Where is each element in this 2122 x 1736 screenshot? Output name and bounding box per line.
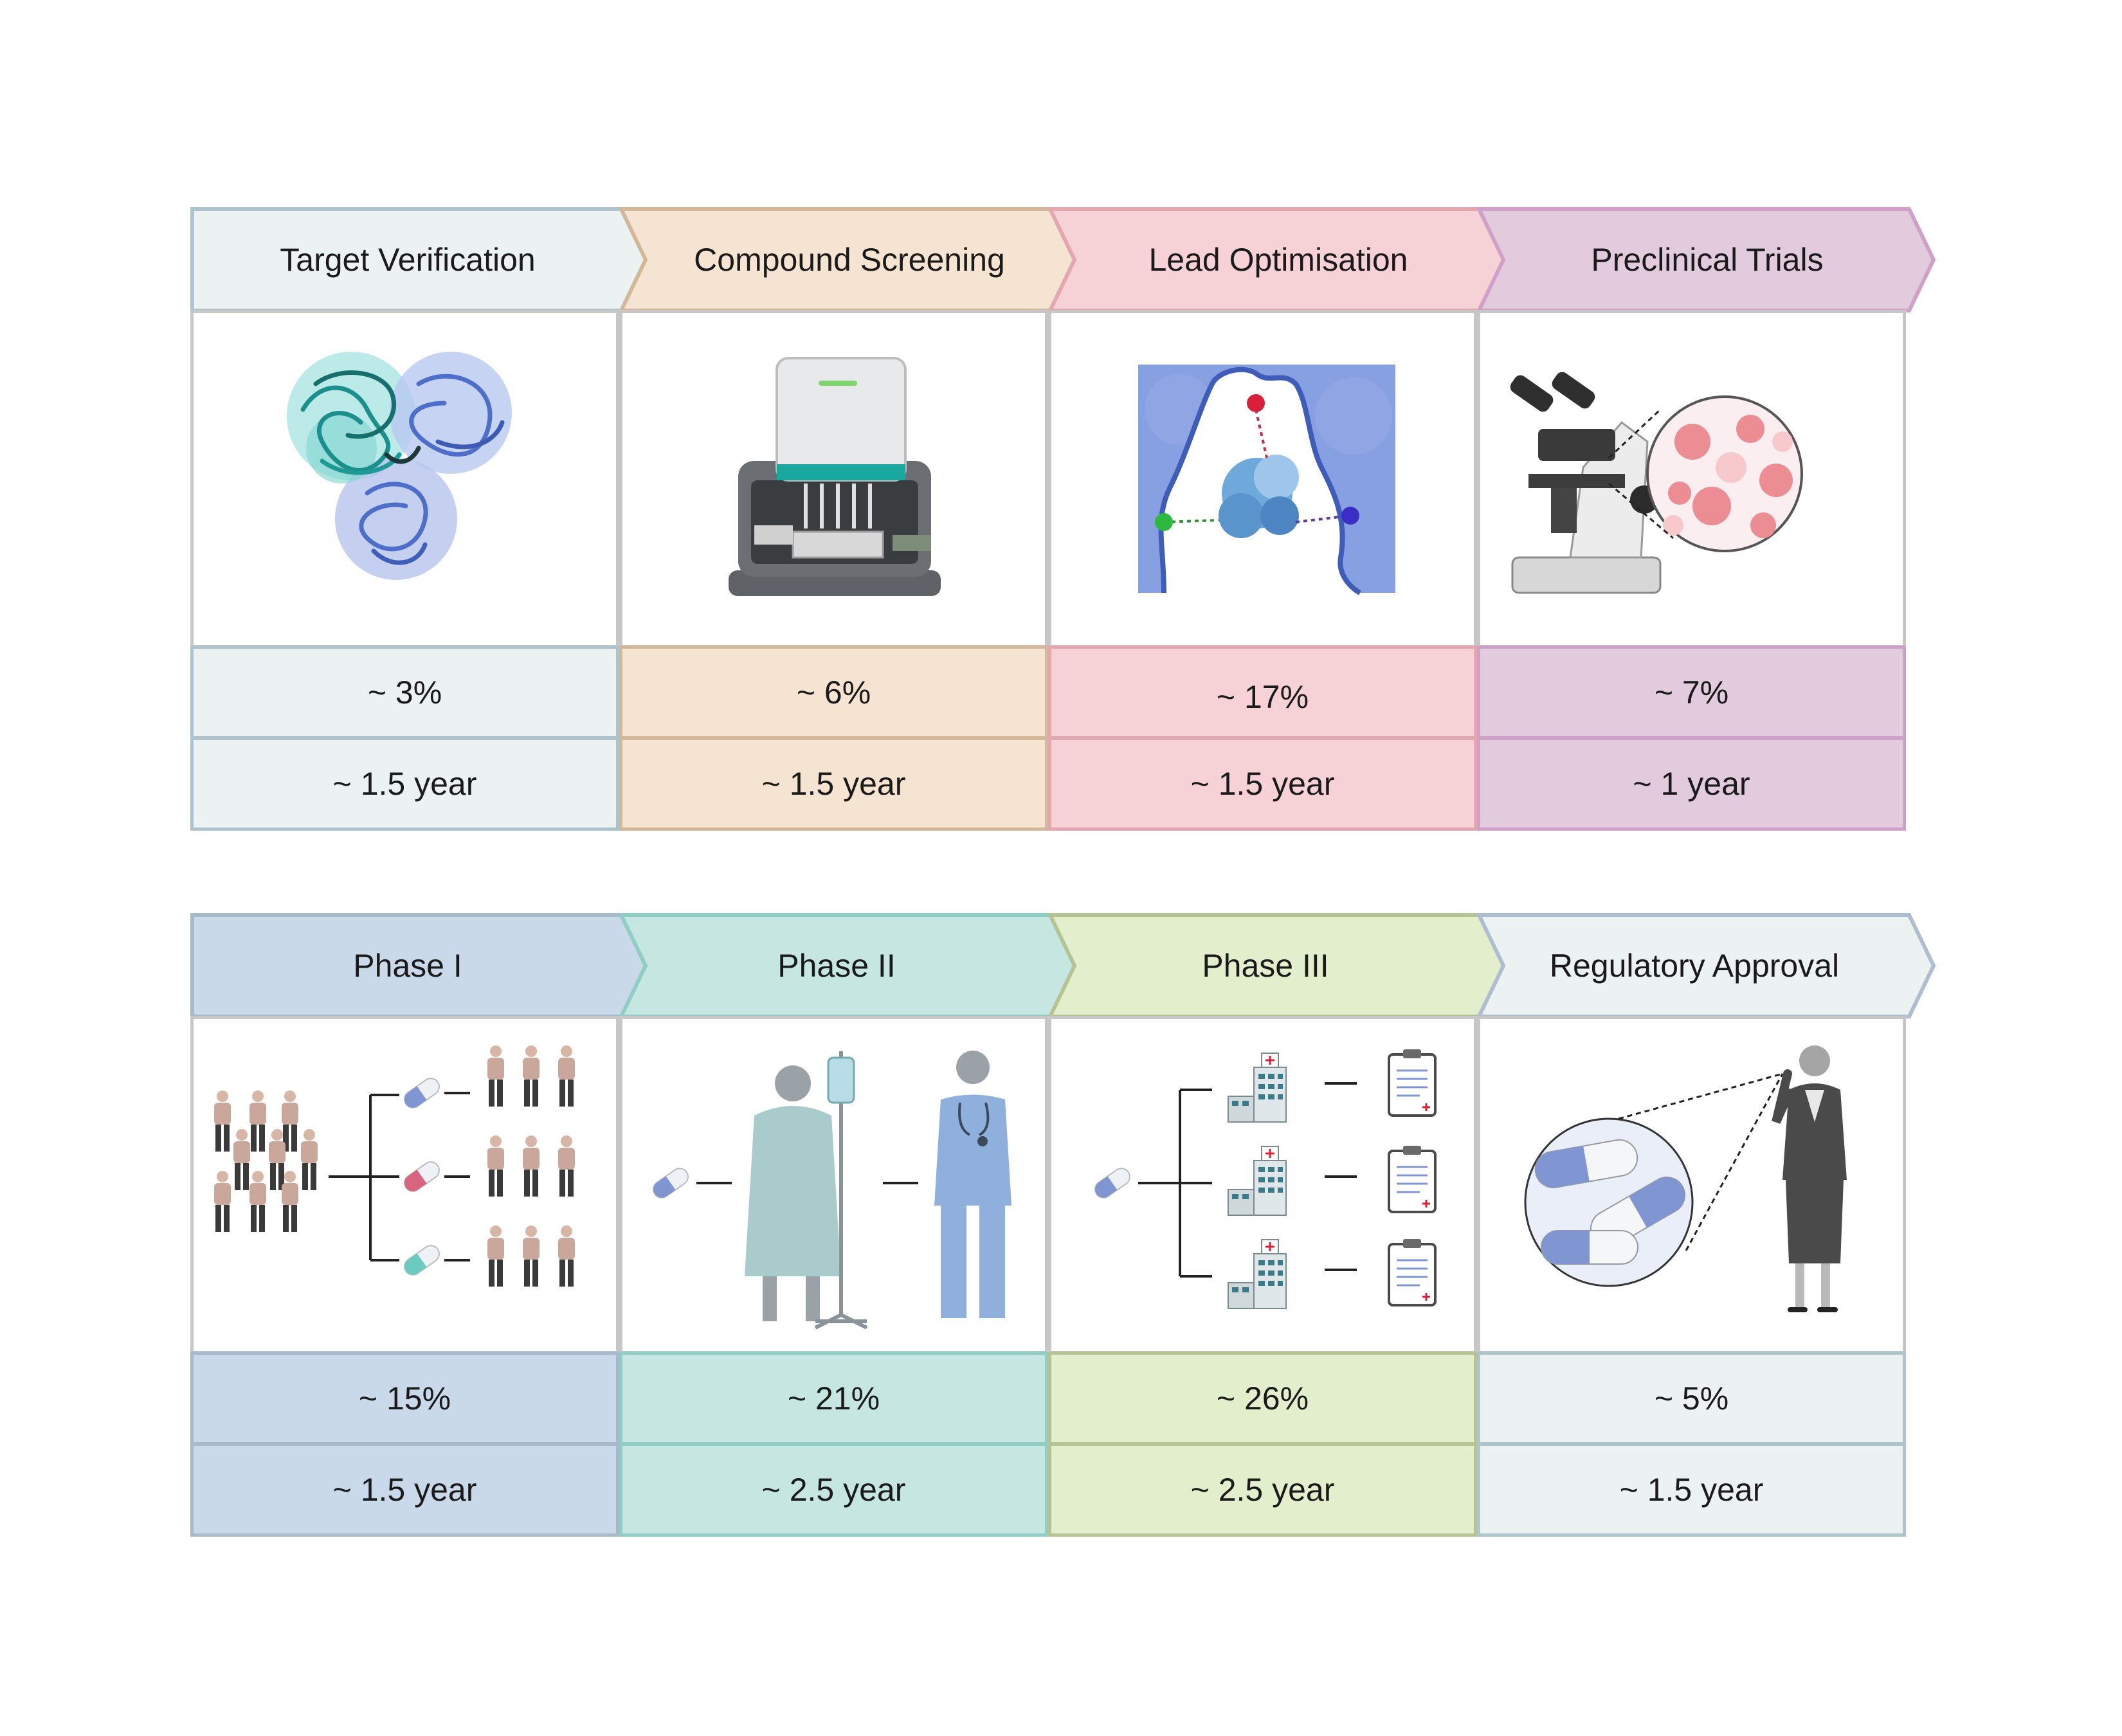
stage-header-target-verification: Target Verification: [190, 207, 649, 312]
duration-cell: ~ 1.5 year: [1048, 737, 1477, 831]
protein-structure-icon: [287, 352, 512, 580]
success-rate-cell: ~ 6%: [619, 646, 1048, 739]
image-panel-regulatory-approval: [1477, 1016, 1906, 1354]
stage-title: Preclinical Trials: [1591, 242, 1824, 278]
image-panel-compound-screening: [619, 310, 1048, 648]
stage-title: Compound Screening: [694, 242, 1005, 278]
stage-title: Phase II: [777, 948, 896, 984]
image-panel-phase-2: [619, 1016, 1048, 1354]
stage-title: Lead Optimisation: [1148, 242, 1408, 278]
screening-robot-icon: [729, 357, 941, 596]
stage-title: Target Verification: [280, 242, 536, 278]
binding-pocket-icon: [1138, 365, 1395, 595]
image-panel-phase-1: [190, 1016, 619, 1354]
image-panel-target-verification: [190, 310, 619, 648]
success-rate-cell: ~ 5%: [1477, 1352, 1906, 1445]
duration-cell: ~ 1.5 year: [190, 1443, 619, 1537]
success-rate-cell: ~ 26%: [1048, 1352, 1477, 1445]
chevron-shape: [1476, 207, 1936, 312]
duration-cell: ~ 2.5 year: [619, 1443, 1048, 1537]
stage-header-phase-2: Phase II: [618, 913, 1078, 1018]
hospitals-records-icon: [1094, 1048, 1437, 1310]
success-rate-cell: ~ 7%: [1477, 646, 1906, 739]
microscope-icon: [1510, 372, 1803, 594]
duration-cell: ~ 1.5 year: [619, 737, 1048, 831]
success-rate-cell: ~ 15%: [190, 1352, 619, 1445]
stage-header-compound-screening: Compound Screening: [618, 207, 1078, 312]
duration-cell: ~ 1.5 year: [1477, 1443, 1906, 1537]
image-panel-preclinical-trials: [1477, 310, 1906, 648]
image-panel-phase-3: [1048, 1016, 1477, 1354]
stage-title: Phase III: [1202, 948, 1329, 984]
duration-cell: ~ 1 year: [1477, 737, 1906, 831]
stage-title: Phase I: [353, 948, 462, 984]
stage-header-phase-1: Phase I: [190, 913, 649, 1018]
image-panel-lead-optimisation: [1048, 310, 1477, 648]
chevron-shape: [1476, 913, 1936, 1018]
stage-header-phase-3: Phase III: [1047, 913, 1507, 1018]
stage-title: Regulatory Approval: [1549, 948, 1840, 984]
success-rate-cell: ~ 3%: [190, 646, 619, 739]
duration-cell: ~ 1.5 year: [190, 737, 619, 831]
success-rate-cell: ~ 21%: [619, 1352, 1048, 1445]
approval-official-icon: [1524, 1045, 1847, 1312]
stage-header-regulatory-approval: Regulatory Approval: [1476, 913, 1936, 1018]
volunteer-groups-icon: [214, 1045, 575, 1287]
patient-and-doctor-icon: [653, 1051, 1011, 1330]
success-rate-cell: ~ 17%: [1048, 646, 1477, 739]
duration-cell: ~ 2.5 year: [1048, 1443, 1477, 1537]
stage-header-preclinical-trials: Preclinical Trials: [1476, 207, 1936, 312]
stage-header-lead-optimisation: Lead Optimisation: [1047, 207, 1507, 312]
